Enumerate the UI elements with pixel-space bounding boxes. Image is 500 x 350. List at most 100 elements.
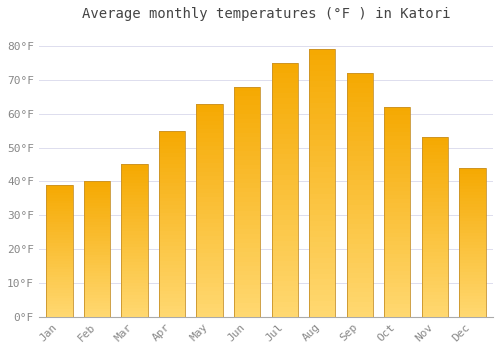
Bar bbox=[309, 92, 336, 98]
Bar bbox=[422, 285, 448, 288]
Bar bbox=[234, 146, 260, 151]
Bar bbox=[460, 212, 485, 216]
Bar bbox=[422, 141, 448, 145]
Bar bbox=[309, 87, 336, 92]
Bar bbox=[84, 287, 110, 290]
Bar bbox=[422, 248, 448, 252]
Bar bbox=[196, 266, 223, 270]
Bar bbox=[346, 229, 373, 234]
Bar bbox=[46, 314, 72, 317]
Bar bbox=[159, 131, 185, 134]
Bar bbox=[309, 231, 336, 237]
Bar bbox=[46, 296, 72, 298]
Bar bbox=[234, 239, 260, 243]
Bar bbox=[84, 276, 110, 279]
Bar bbox=[384, 241, 410, 245]
Bar bbox=[272, 104, 298, 108]
Bar bbox=[346, 268, 373, 273]
Bar bbox=[122, 219, 148, 222]
Bar bbox=[46, 269, 72, 272]
Bar bbox=[84, 181, 110, 317]
Bar bbox=[159, 198, 185, 201]
Bar bbox=[460, 290, 485, 293]
Bar bbox=[159, 250, 185, 253]
Bar bbox=[346, 253, 373, 258]
Bar bbox=[346, 278, 373, 283]
Bar bbox=[234, 280, 260, 285]
Bar bbox=[46, 201, 72, 203]
Bar bbox=[460, 275, 485, 278]
Bar bbox=[272, 261, 298, 266]
Bar bbox=[272, 286, 298, 292]
Bar bbox=[422, 313, 448, 317]
Bar bbox=[196, 210, 223, 215]
Bar bbox=[460, 263, 485, 266]
Bar bbox=[159, 216, 185, 220]
Bar bbox=[309, 204, 336, 210]
Bar bbox=[460, 230, 485, 233]
Bar bbox=[46, 187, 72, 190]
Bar bbox=[234, 266, 260, 271]
Bar bbox=[196, 206, 223, 210]
Bar bbox=[84, 238, 110, 241]
Bar bbox=[346, 127, 373, 132]
Bar bbox=[122, 289, 148, 293]
Bar bbox=[346, 156, 373, 161]
Bar bbox=[272, 251, 298, 256]
Bar bbox=[346, 175, 373, 180]
Bar bbox=[309, 285, 336, 290]
Bar bbox=[384, 287, 410, 292]
Bar bbox=[384, 229, 410, 233]
Bar bbox=[422, 263, 448, 267]
Bar bbox=[84, 230, 110, 233]
Bar bbox=[196, 197, 223, 202]
Bar bbox=[460, 299, 485, 302]
Bar bbox=[196, 172, 223, 176]
Bar bbox=[346, 312, 373, 317]
Bar bbox=[309, 103, 336, 108]
Bar bbox=[234, 275, 260, 280]
Bar bbox=[346, 258, 373, 263]
Bar bbox=[272, 256, 298, 261]
Bar bbox=[159, 276, 185, 280]
Bar bbox=[84, 211, 110, 214]
Bar bbox=[309, 194, 336, 199]
Bar bbox=[122, 238, 148, 241]
Bar bbox=[422, 227, 448, 231]
Bar bbox=[346, 73, 373, 78]
Bar bbox=[46, 253, 72, 256]
Bar bbox=[422, 306, 448, 310]
Bar bbox=[309, 146, 336, 151]
Bar bbox=[384, 199, 410, 203]
Bar bbox=[46, 193, 72, 195]
Bar bbox=[46, 290, 72, 293]
Bar bbox=[272, 144, 298, 149]
Bar bbox=[46, 203, 72, 206]
Bar bbox=[422, 155, 448, 159]
Bar bbox=[384, 153, 410, 157]
Bar bbox=[196, 304, 223, 308]
Bar bbox=[384, 208, 410, 212]
Bar bbox=[196, 133, 223, 138]
Bar bbox=[234, 303, 260, 308]
Bar bbox=[196, 274, 223, 278]
Bar bbox=[272, 271, 298, 276]
Bar bbox=[460, 296, 485, 299]
Bar bbox=[346, 293, 373, 297]
Bar bbox=[159, 205, 185, 209]
Bar bbox=[196, 291, 223, 295]
Bar bbox=[384, 313, 410, 317]
Bar bbox=[384, 258, 410, 262]
Bar bbox=[234, 183, 260, 188]
Bar bbox=[159, 149, 185, 153]
Bar bbox=[196, 236, 223, 240]
Bar bbox=[84, 290, 110, 293]
Bar bbox=[272, 164, 298, 169]
Bar bbox=[384, 178, 410, 182]
Bar bbox=[159, 306, 185, 309]
Bar bbox=[272, 246, 298, 251]
Bar bbox=[422, 188, 448, 191]
Bar bbox=[384, 203, 410, 208]
Bar bbox=[46, 248, 72, 251]
Bar bbox=[422, 138, 448, 317]
